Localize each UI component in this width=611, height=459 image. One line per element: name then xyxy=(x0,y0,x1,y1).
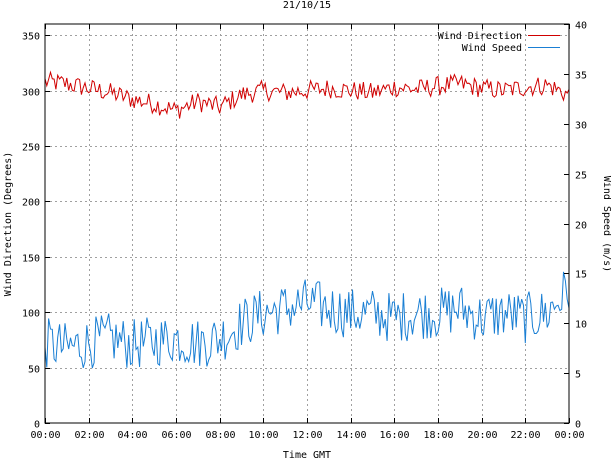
ticks: 00:00 02:00 04:00 06:00 08:00 10:00 12:00 14:00… xyxy=(22,21,587,442)
x-tick-label: 02:00 xyxy=(74,430,104,441)
x-axis-label: Time GMT xyxy=(283,450,331,459)
y-right-tick-label: 40 xyxy=(575,21,587,32)
x-tick-label: 18:00 xyxy=(423,430,453,441)
series-layer xyxy=(44,70,570,369)
y-left-tick-label: 250 xyxy=(22,143,40,154)
y-right-tick-label: 0 xyxy=(575,420,581,431)
legend-label: Wind Speed xyxy=(462,43,522,54)
y-axis-left-label: Wind Direction (Degrees) xyxy=(3,152,14,297)
y-left-tick-label: 0 xyxy=(34,420,40,431)
x-tick-label: 08:00 xyxy=(205,430,235,441)
y-left-tick-label: 300 xyxy=(22,88,40,99)
y-left-tick-label: 350 xyxy=(22,32,40,43)
x-tick-label: 00:00 xyxy=(30,430,60,441)
y-right-tick-label: 30 xyxy=(575,121,587,132)
legend-label: Wind Direction xyxy=(438,31,522,42)
y-left-tick-label: 100 xyxy=(22,309,40,320)
x-tick-label: 00:00 xyxy=(554,430,584,441)
y-axis-right-label: Wind Speed (m/s) xyxy=(601,176,611,272)
wind-speed-line xyxy=(44,271,570,369)
y-left-tick-label: 50 xyxy=(28,365,40,376)
x-tick-label: 22:00 xyxy=(510,430,540,441)
y-left-tick-label: 200 xyxy=(22,198,40,209)
y-right-tick-label: 20 xyxy=(575,221,587,232)
wind-direction-line xyxy=(44,70,570,119)
y-right-tick-label: 5 xyxy=(575,370,581,381)
x-tick-label: 04:00 xyxy=(117,430,147,441)
x-tick-label: 14:00 xyxy=(336,430,366,441)
y-right-tick-label: 35 xyxy=(575,71,587,82)
y-left-tick-label: 150 xyxy=(22,254,40,265)
x-tick-label: 20:00 xyxy=(467,430,497,441)
x-tick-label: 10:00 xyxy=(248,430,278,441)
y-right-tick-label: 15 xyxy=(575,270,587,281)
x-tick-label: 12:00 xyxy=(292,430,322,441)
y-right-tick-label: 25 xyxy=(575,171,587,182)
y-right-tick-label: 10 xyxy=(575,320,587,331)
x-tick-label: 06:00 xyxy=(161,430,191,441)
x-tick-label: 16:00 xyxy=(379,430,409,441)
chart-title: 21/10/15 xyxy=(283,0,331,11)
